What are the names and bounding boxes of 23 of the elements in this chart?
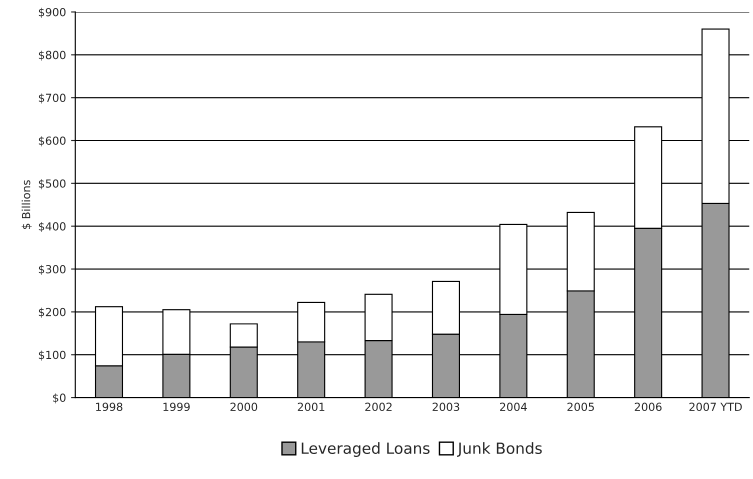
- x-tick-label: 2000: [230, 402, 258, 412]
- y-tick-label: $300: [38, 264, 66, 275]
- y-tick-label: $400: [38, 222, 66, 232]
- legend-label: Junk Bonds: [457, 442, 542, 457]
- x-tick-label: 1999: [163, 402, 190, 412]
- y-tick-label: $0: [53, 393, 66, 404]
- y-axis-title: $ Billions: [22, 180, 32, 229]
- x-tick-label: 2001: [298, 402, 324, 412]
- x-tick-label: 2002: [365, 402, 392, 412]
- x-tick-label: 2007 YTD: [689, 402, 742, 412]
- y-tick-label: $900: [38, 8, 66, 18]
- x-tick-label: 2005: [567, 402, 594, 412]
- y-tick-label: $800: [38, 50, 66, 61]
- legend-label: Leveraged Loans: [302, 442, 430, 457]
- x-tick-label: 2004: [500, 402, 527, 412]
- y-tick-label: $500: [38, 179, 66, 190]
- x-tick-label: 2003: [432, 402, 460, 412]
- y-tick-label: $700: [38, 93, 66, 104]
- x-tick-label: 2006: [634, 402, 662, 412]
- x-tick-label: 1998: [96, 402, 122, 412]
- y-tick-label: $100: [38, 350, 66, 361]
- y-tick-label: $600: [38, 136, 66, 146]
- y-tick-label: $200: [38, 308, 66, 318]
